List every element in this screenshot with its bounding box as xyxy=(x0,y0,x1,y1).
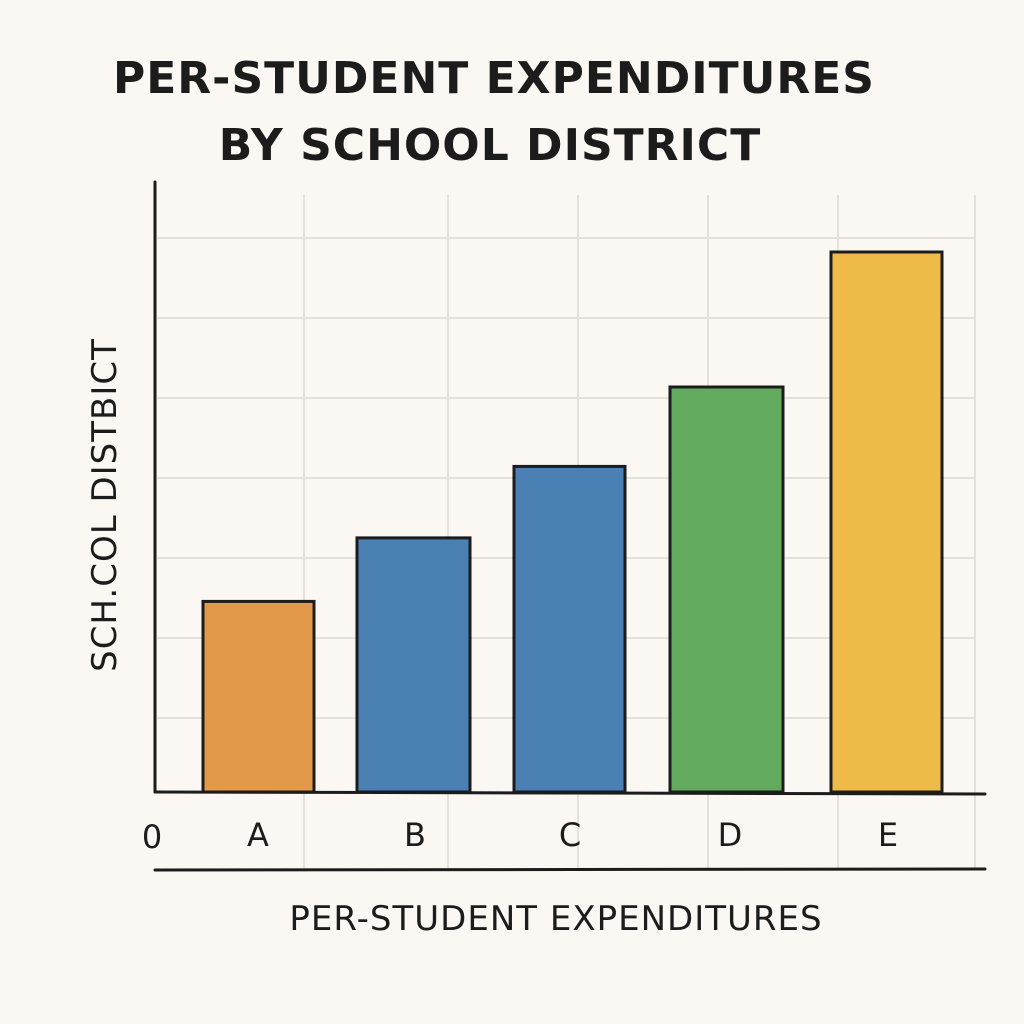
x-tick-labels: A B C D E xyxy=(247,816,898,854)
bar-d xyxy=(668,385,785,794)
x-axis-label: PER-STUDENT EXPENDITURES xyxy=(289,899,822,939)
x-axis-underline xyxy=(153,867,987,872)
x-tick-label-e: E xyxy=(878,816,898,854)
x-tick-label-a: A xyxy=(247,816,269,854)
x-tick-label-d: D xyxy=(718,816,743,854)
chart-title-line-1: PER-STUDENT EXPENDITURES xyxy=(113,53,875,104)
bars xyxy=(201,250,944,794)
bar-c xyxy=(512,464,627,794)
y-axis-label: SCH.COL DISTBICT xyxy=(85,338,125,672)
bar-e xyxy=(829,250,944,794)
bar-a xyxy=(201,599,316,794)
origin-tick-label: 0 xyxy=(142,818,162,856)
x-axis-line xyxy=(153,790,987,796)
chart-title-line-2: BY SCHOOL DISTRICT xyxy=(219,120,761,171)
x-tick-label-c: C xyxy=(559,816,581,854)
bar-b xyxy=(355,536,472,794)
x-tick-label-b: B xyxy=(404,816,426,854)
